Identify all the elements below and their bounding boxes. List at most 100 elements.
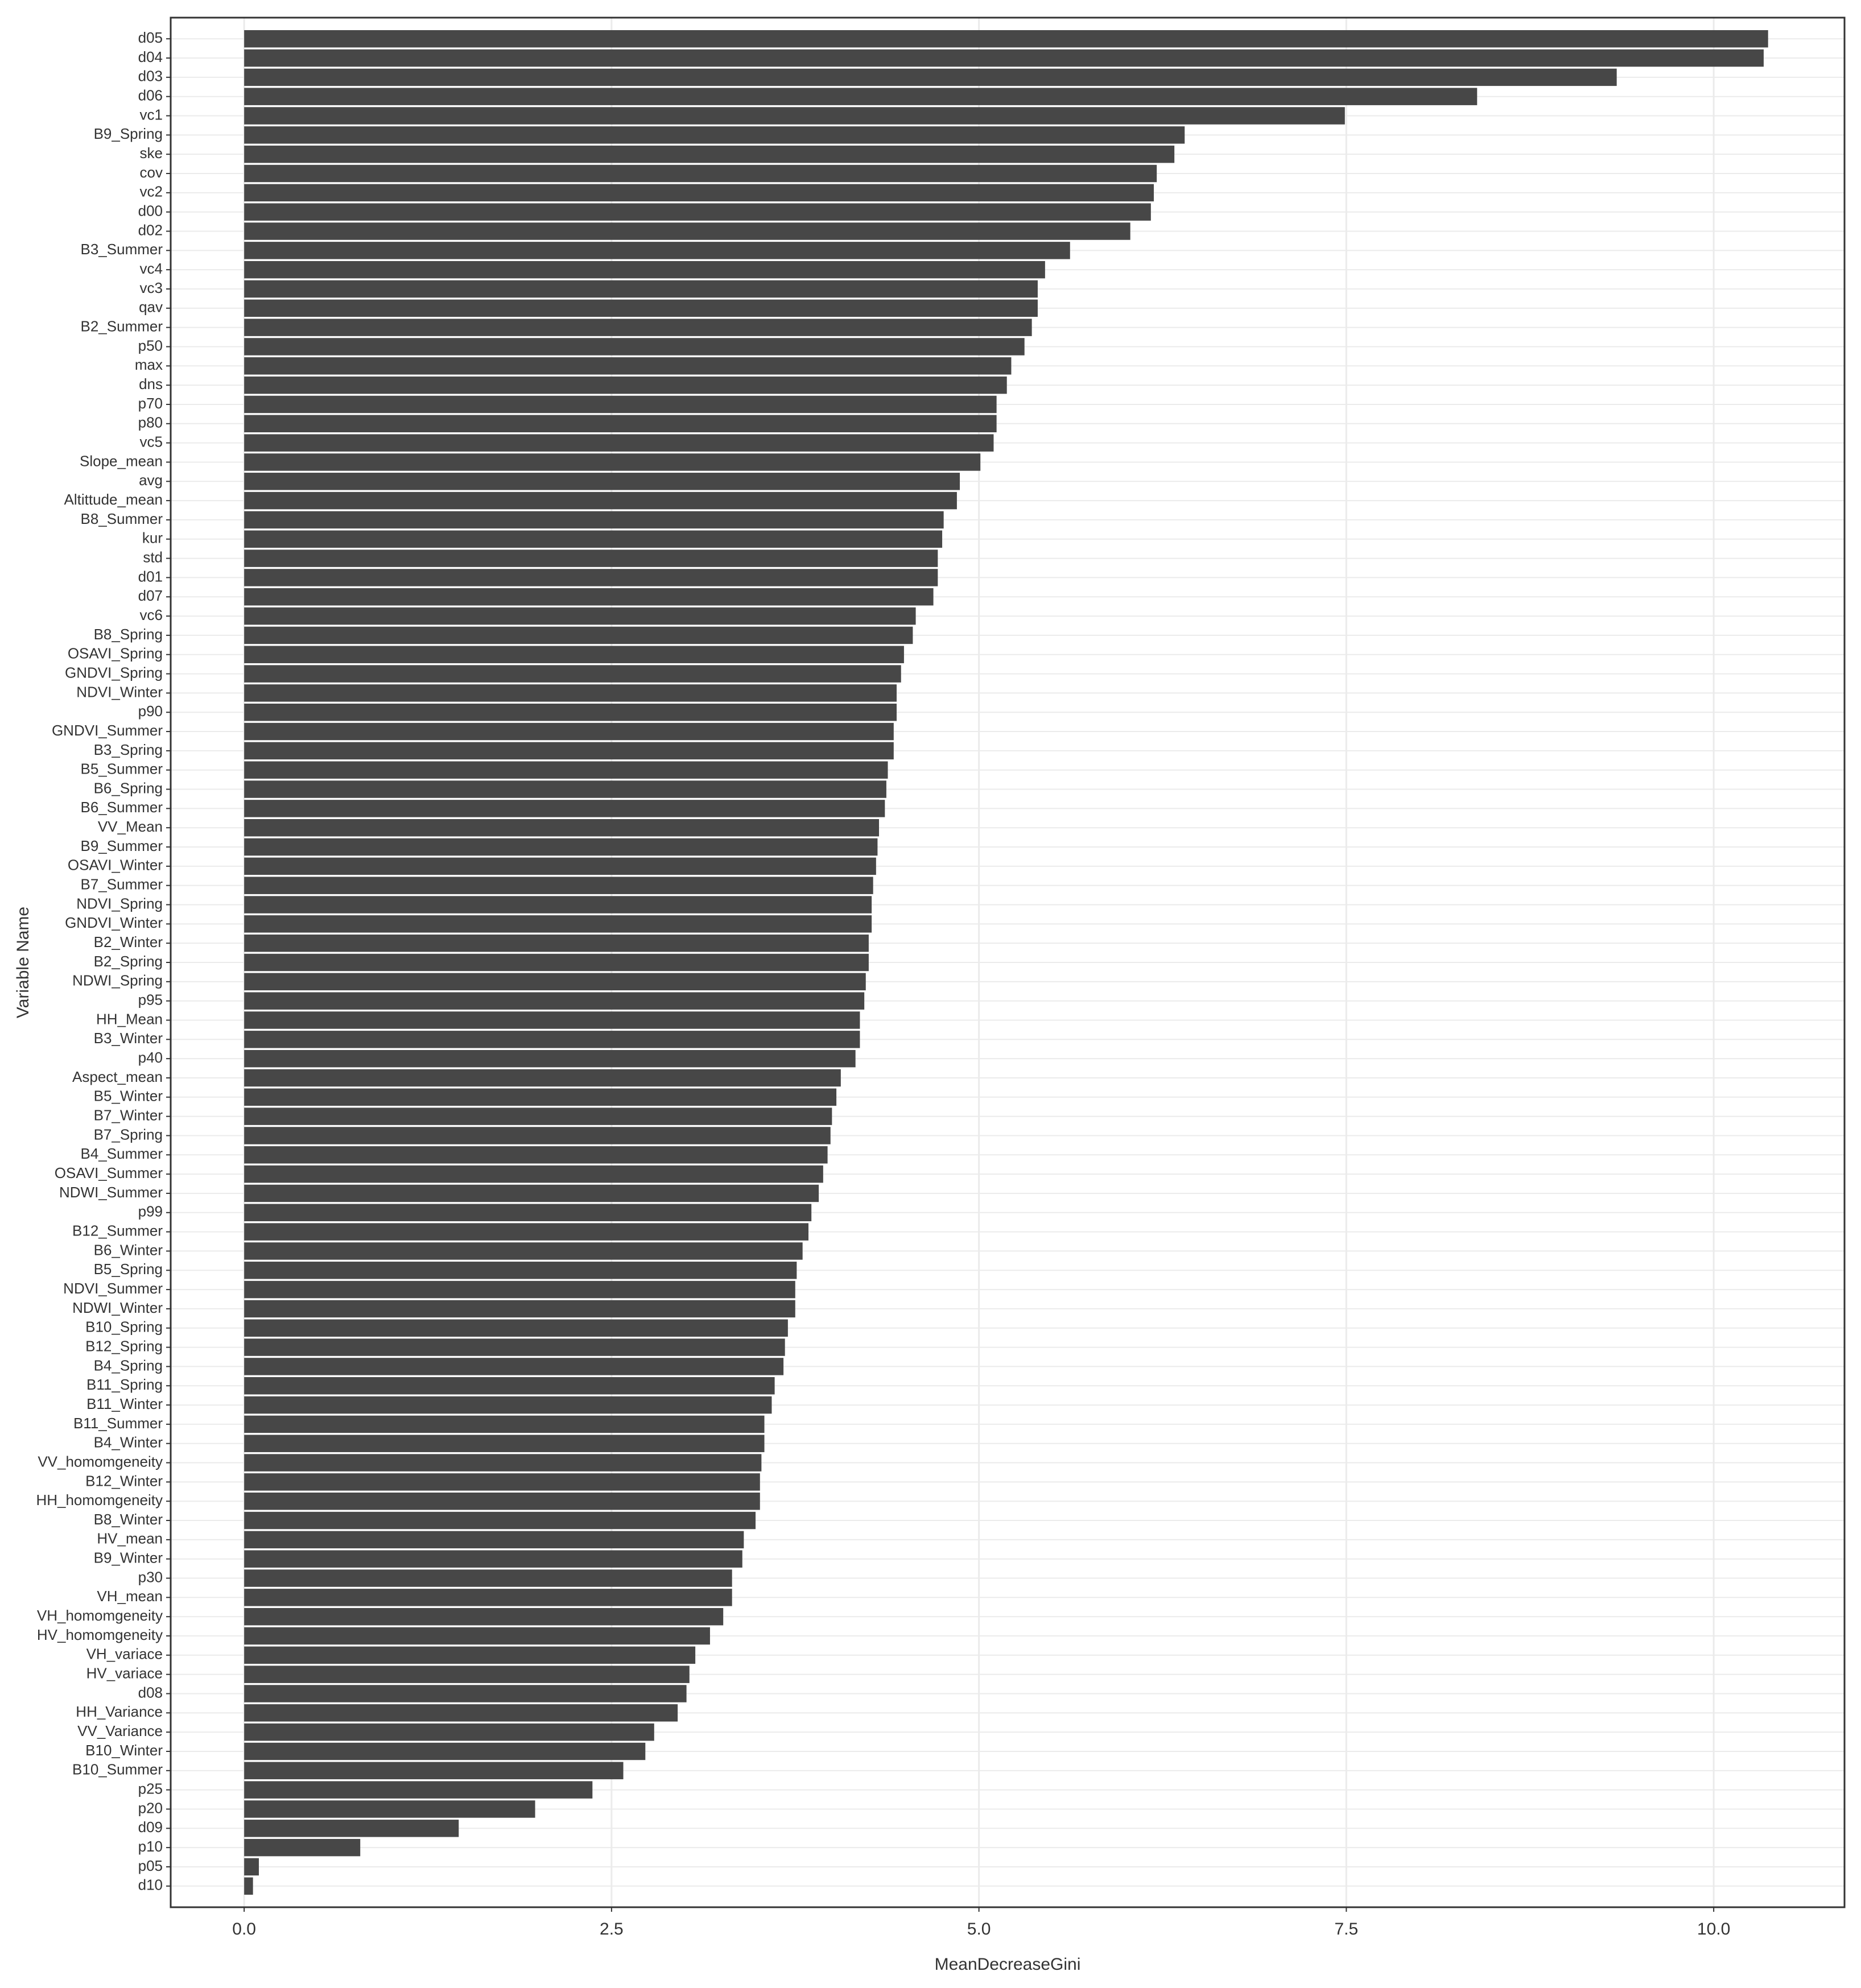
- bar: [244, 684, 897, 702]
- y-tick-label: VV_homomgeneity: [38, 1453, 163, 1470]
- y-tick-label: B3_Summer: [81, 241, 163, 258]
- y-tick-label: std: [143, 548, 163, 565]
- y-tick-label: p90: [138, 702, 163, 720]
- y-tick-label: d02: [138, 221, 163, 238]
- y-tick-label: B12_Spring: [85, 1337, 163, 1354]
- y-tick-label: B10_Spring: [85, 1319, 163, 1336]
- y-tick-label: d03: [138, 68, 163, 85]
- bar: [244, 68, 1617, 86]
- bar: [244, 1415, 765, 1433]
- bar: [244, 1492, 760, 1510]
- y-tick-label: d00: [138, 202, 163, 220]
- bar: [244, 1781, 593, 1799]
- y-tick-label: ske: [140, 144, 163, 162]
- bar: [244, 588, 934, 606]
- y-tick-label: B8_Spring: [94, 626, 163, 643]
- bar: [244, 1646, 696, 1664]
- bar: [244, 607, 916, 625]
- bar: [244, 1473, 760, 1491]
- y-tick-label: HV_variace: [86, 1665, 163, 1682]
- bar: [244, 1049, 856, 1068]
- bar: [244, 915, 872, 933]
- bar: [244, 1262, 797, 1279]
- bar: [244, 1377, 775, 1395]
- bar: [244, 569, 938, 586]
- y-tick-label: p80: [138, 414, 163, 431]
- y-tick-label: B6_Spring: [94, 779, 163, 796]
- x-tick-label: 0.0: [232, 1920, 256, 1939]
- bar: [244, 742, 894, 760]
- y-axis-title: Variable Name: [14, 907, 32, 1018]
- y-tick-label: B4_Winter: [94, 1434, 163, 1451]
- bar: [244, 415, 997, 433]
- bar: [244, 1607, 724, 1626]
- bar: [244, 1338, 785, 1356]
- bar: [244, 838, 878, 856]
- bar: [244, 1031, 860, 1048]
- bar: [244, 1762, 624, 1780]
- y-tick-label: p70: [138, 395, 163, 412]
- y-tick-label: OSAVI_Spring: [68, 645, 163, 662]
- bar: [244, 1107, 832, 1125]
- bar: [244, 1820, 459, 1837]
- bar: [244, 1589, 732, 1606]
- y-tick-label: B2_Winter: [94, 933, 163, 950]
- bar: [244, 1454, 762, 1472]
- y-tick-label: d04: [138, 48, 163, 65]
- y-tick-label: qav: [139, 299, 163, 316]
- y-tick-label: HV_homomgeneity: [37, 1626, 163, 1643]
- x-axis-title: MeanDecreaseGini: [935, 1955, 1081, 1974]
- y-tick-label: B8_Summer: [81, 510, 163, 527]
- y-tick-label: kur: [142, 530, 163, 547]
- bar: [244, 1011, 860, 1029]
- y-tick-label: VV_Variance: [77, 1722, 163, 1739]
- y-tick-label: p40: [138, 1049, 163, 1066]
- y-tick-label: vc3: [140, 279, 163, 296]
- bar: [244, 704, 897, 721]
- y-tick-label: HH_Mean: [96, 1010, 163, 1027]
- y-tick-label: vc1: [140, 106, 163, 123]
- y-tick-label: d09: [138, 1818, 163, 1836]
- y-tick-label: B5_Spring: [94, 1260, 163, 1278]
- bar: [244, 1800, 535, 1818]
- bar: [244, 819, 879, 837]
- bar: [244, 896, 872, 914]
- bar: [244, 934, 869, 952]
- y-tick-label: HH_Variance: [76, 1703, 163, 1720]
- y-tick-label: p99: [138, 1203, 163, 1220]
- y-tick-label: B12_Summer: [72, 1222, 163, 1239]
- y-tick-label: p20: [138, 1799, 163, 1816]
- y-tick-label: B5_Winter: [94, 1088, 163, 1105]
- bar: [244, 1685, 687, 1702]
- bar: [244, 1704, 678, 1722]
- y-tick-label: vc4: [140, 260, 163, 277]
- bar: [244, 1627, 710, 1645]
- bar: [244, 1184, 819, 1202]
- bar: [244, 1146, 828, 1164]
- y-tick-label: Altittude_mean: [64, 491, 163, 508]
- bar: [244, 511, 944, 529]
- bar: [244, 800, 885, 817]
- y-tick-label: cov: [140, 164, 163, 181]
- y-tick-label: d05: [138, 29, 163, 46]
- y-tick-label: p05: [138, 1857, 163, 1874]
- bar: [244, 549, 938, 567]
- y-tick-label: HV_mean: [97, 1530, 163, 1547]
- y-tick-label: B7_Winter: [94, 1107, 163, 1124]
- x-tick-label: 5.0: [967, 1920, 991, 1939]
- bar: [244, 184, 1154, 202]
- y-tick-label: Slope_mean: [80, 452, 163, 469]
- y-tick-label: vc2: [140, 183, 163, 200]
- y-tick-label: B9_Winter: [94, 1549, 163, 1567]
- y-tick-label: d07: [138, 587, 163, 604]
- y-tick-label: avg: [139, 472, 163, 489]
- bar: [244, 357, 1012, 375]
- y-tick-label: vc6: [140, 606, 163, 623]
- bar: [244, 222, 1130, 240]
- bar: [244, 491, 957, 510]
- y-tick-label: B6_Winter: [94, 1241, 163, 1258]
- y-tick-label: dns: [139, 375, 163, 392]
- bar: [244, 1358, 784, 1375]
- bar: [244, 1569, 732, 1587]
- bar: [244, 30, 1768, 48]
